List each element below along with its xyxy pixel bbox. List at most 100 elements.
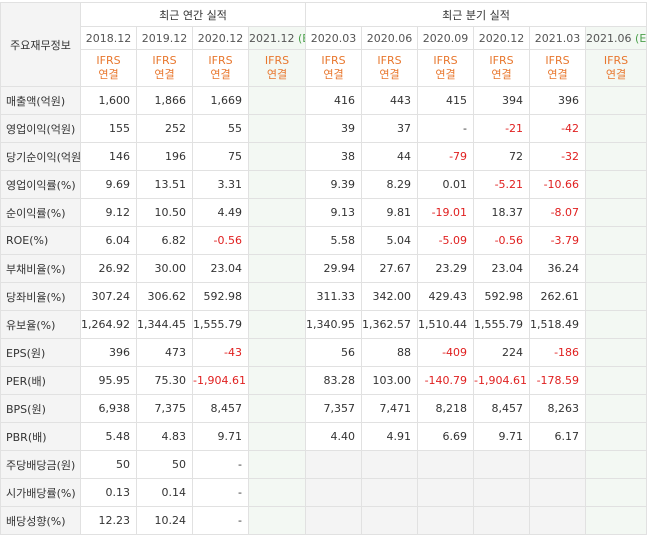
value-cell: -186 xyxy=(529,338,587,367)
row-label: 배당성향(%) xyxy=(0,506,81,535)
estimate-marker: (E) xyxy=(635,31,647,45)
value-cell: 9.71 xyxy=(192,422,249,451)
value-cell xyxy=(247,310,307,339)
value-cell: 394 xyxy=(473,86,531,115)
value-cell xyxy=(417,506,475,535)
table-row: ROE(%) 6.04 6.82 -0.56 5.58 5.04 -5.09 -0.56 -3.… xyxy=(0,226,648,255)
row-label: 매출액(억원) xyxy=(0,86,81,115)
value-cell: 10.24 xyxy=(136,506,193,535)
financial-rows: 매출액(억원) 1,600 1,866 1,669 416 443 415 394 396 영업이… xyxy=(0,86,648,535)
ifrs-row: IFRS 연결 IFRS 연결 IFRS 연결 IFRS 연결 IFRS 연결 IFRS 연결 IFRS… xyxy=(1,49,648,87)
period-header: 2021.12 (E) xyxy=(247,26,307,50)
value-cell: 8,218 xyxy=(417,394,475,423)
value-cell xyxy=(585,198,648,227)
value-cell: 8.29 xyxy=(361,170,419,199)
table-row: 매출액(억원) 1,600 1,866 1,669 416 443 415 394 396 xyxy=(0,86,648,115)
consolidated-label: 연결 xyxy=(435,68,456,81)
value-cell: 262.61 xyxy=(529,282,587,311)
row-label: 당좌비율(%) xyxy=(0,282,81,311)
ifrs-label: IFRS xyxy=(377,54,402,67)
value-cell: 415 xyxy=(417,86,475,115)
value-cell xyxy=(247,422,307,451)
value-cell xyxy=(247,198,307,227)
value-cell: 29.94 xyxy=(305,254,363,283)
consolidated-label: 연결 xyxy=(154,68,175,81)
value-cell: 9.71 xyxy=(473,422,531,451)
consolidated-label: 연결 xyxy=(323,68,344,81)
ifrs-cell: IFRS 연결 xyxy=(192,49,249,87)
value-cell: -5.09 xyxy=(417,226,475,255)
period-header: 2020.09 xyxy=(417,26,475,50)
value-cell: 1,344.45 xyxy=(136,310,193,339)
ifrs-cell: IFRS 연결 xyxy=(417,49,475,87)
ifrs-cell: IFRS 연결 xyxy=(247,49,307,87)
row-label: BPS(원) xyxy=(0,394,81,423)
value-cell xyxy=(247,226,307,255)
table-row: 순이익률(%) 9.12 10.50 4.49 9.13 9.81 -19.01 18.37-… xyxy=(0,198,648,227)
value-cell xyxy=(247,254,307,283)
period-header: 2020.12 xyxy=(192,26,249,50)
value-cell xyxy=(585,310,648,339)
value-cell: 12.23 xyxy=(80,506,137,535)
period-label: 2020.09 xyxy=(422,31,469,45)
table-row: 당기순이익(억원) 146 196 75 38 44 -79 72 -32 xyxy=(0,142,648,171)
row-label: 주당배당금(원) xyxy=(0,450,81,479)
period-header: 2018.12 xyxy=(80,26,137,50)
value-cell: 75 xyxy=(192,142,249,171)
value-cell: -1,904.61 xyxy=(473,366,531,395)
table-row: 당좌비율(%) 307.24 306.62 592.98 311.33 342.00 429… xyxy=(0,282,648,311)
period-label: 2018.12 xyxy=(85,31,132,45)
row-label: PBR(배) xyxy=(0,422,81,451)
value-cell: -0.56 xyxy=(192,226,249,255)
value-cell xyxy=(305,450,363,479)
consolidated-label: 연결 xyxy=(491,68,512,81)
value-cell xyxy=(247,86,307,115)
period-header: 2021.03 xyxy=(529,26,587,50)
period-label: 2021.12 xyxy=(249,31,295,45)
value-cell xyxy=(585,226,648,255)
ifrs-label: IFRS xyxy=(545,54,570,67)
value-cell: 83.28 xyxy=(305,366,363,395)
value-cell: 103.00 xyxy=(361,366,419,395)
table-row: 영업이익(억원) 155 252 55 39 37- -21 -42 xyxy=(0,114,648,143)
period-header: 2020.06 xyxy=(361,26,419,50)
value-cell: 37 xyxy=(361,114,419,143)
value-cell: 39 xyxy=(305,114,363,143)
ifrs-cell: IFRS 연결 xyxy=(136,49,193,87)
value-cell: - xyxy=(192,506,249,535)
value-cell: -3.79 xyxy=(529,226,587,255)
value-cell: 27.67 xyxy=(361,254,419,283)
value-cell: 6,938 xyxy=(80,394,137,423)
value-cell: 0.01 xyxy=(417,170,475,199)
value-cell: 75.30 xyxy=(136,366,193,395)
period-label: 2021.03 xyxy=(534,31,581,45)
value-cell: 56 xyxy=(305,338,363,367)
value-cell xyxy=(585,422,648,451)
value-cell: 311.33 xyxy=(305,282,363,311)
consolidated-label: 연결 xyxy=(379,68,400,81)
value-cell: 6.82 xyxy=(136,226,193,255)
table-row: 영업이익률(%) 9.69 13.51 3.31 9.39 8.29 0.01 -5.21 -1… xyxy=(0,170,648,199)
value-cell xyxy=(473,450,531,479)
value-cell: 8,457 xyxy=(192,394,249,423)
consolidated-label: 연결 xyxy=(98,68,119,81)
value-cell: 30.00 xyxy=(136,254,193,283)
table-row: BPS(원) 6,938 7,375 8,457 7,357 7,471 8,218 8,45… xyxy=(0,394,648,423)
value-cell: -43 xyxy=(192,338,249,367)
value-cell: -8.07 xyxy=(529,198,587,227)
value-cell: 13.51 xyxy=(136,170,193,199)
ifrs-cell: IFRS 연결 xyxy=(80,49,137,87)
value-cell: 342.00 xyxy=(361,282,419,311)
table-row: 부채비율(%) 26.92 30.00 23.04 29.94 27.67 23.29 23.… xyxy=(0,254,648,283)
value-cell: 72 xyxy=(473,142,531,171)
value-cell: 23.04 xyxy=(473,254,531,283)
corner-header: 주요재무정보 xyxy=(0,2,81,87)
row-label: 유보율(%) xyxy=(0,310,81,339)
ifrs-cell: IFRS 연결 xyxy=(473,49,531,87)
value-cell: 4.83 xyxy=(136,422,193,451)
period-label: 2019.12 xyxy=(141,31,188,45)
value-cell: 1,510.44 xyxy=(417,310,475,339)
value-cell: -32 xyxy=(529,142,587,171)
value-cell: -409 xyxy=(417,338,475,367)
ifrs-label: IFRS xyxy=(96,54,121,67)
